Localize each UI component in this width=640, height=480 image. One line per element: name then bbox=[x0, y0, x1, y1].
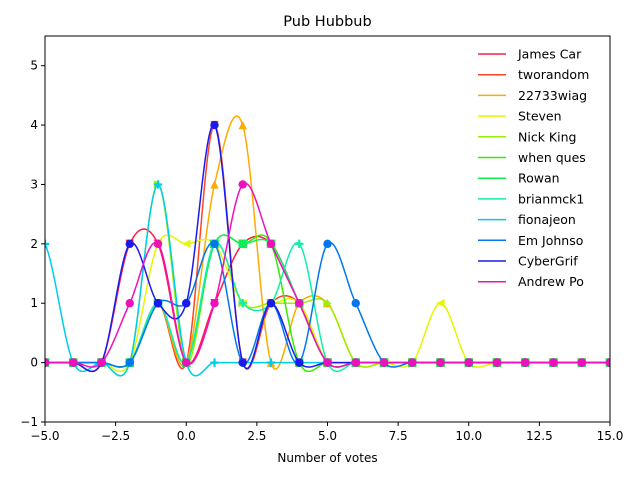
data-point bbox=[45, 239, 50, 249]
legend-label: Em Johnso bbox=[518, 233, 583, 248]
data-point bbox=[295, 299, 304, 308]
data-point bbox=[492, 358, 502, 367]
legend-label: CyberGrif bbox=[518, 254, 578, 269]
legend-label: James Car bbox=[517, 47, 582, 62]
y-tick-label: 1 bbox=[30, 296, 38, 310]
data-point bbox=[266, 299, 276, 308]
data-point bbox=[238, 120, 247, 130]
data-point bbox=[351, 358, 360, 367]
legend-label: Andrew Po bbox=[518, 274, 584, 289]
data-point bbox=[125, 358, 134, 367]
x-tick-label: −5.0 bbox=[30, 429, 59, 443]
data-point bbox=[153, 299, 163, 308]
data-point bbox=[323, 239, 332, 249]
data-point bbox=[464, 358, 473, 367]
data-point bbox=[577, 358, 586, 367]
data-point bbox=[351, 299, 360, 308]
data-point bbox=[323, 299, 332, 308]
x-tick-label: 0.0 bbox=[177, 429, 196, 443]
legend-label: Nick King bbox=[518, 129, 576, 144]
data-point bbox=[238, 180, 247, 189]
y-tick-label: 3 bbox=[30, 177, 38, 191]
series-layer bbox=[45, 115, 610, 377]
data-point bbox=[605, 358, 610, 367]
data-point bbox=[210, 239, 219, 249]
x-tick-label: −2.5 bbox=[101, 429, 130, 443]
legend-label: Rowan bbox=[518, 171, 560, 186]
y-tick-label: −1 bbox=[20, 415, 38, 429]
x-axis-label: Number of votes bbox=[277, 451, 377, 465]
data-point bbox=[210, 299, 219, 308]
legend: James Car tworandom 22733wiag Steven Nick Ki… bbox=[478, 47, 589, 289]
data-point bbox=[210, 120, 219, 130]
data-point bbox=[153, 180, 163, 189]
data-point bbox=[549, 358, 558, 367]
data-point bbox=[69, 358, 78, 367]
data-point bbox=[436, 299, 445, 308]
legend-label: tworandom bbox=[518, 67, 589, 82]
y-tick-label: 0 bbox=[30, 356, 38, 370]
chart-title: Pub Hubbub bbox=[283, 14, 371, 30]
data-point bbox=[436, 358, 445, 367]
data-point bbox=[182, 358, 191, 367]
data-point bbox=[125, 299, 134, 308]
plot-area bbox=[45, 36, 610, 422]
data-point bbox=[238, 239, 247, 249]
series-11 bbox=[45, 180, 610, 368]
data-point bbox=[182, 299, 191, 308]
x-tick-label: 2.5 bbox=[247, 429, 266, 443]
data-point bbox=[521, 358, 530, 367]
data-point bbox=[182, 239, 191, 249]
data-point bbox=[408, 358, 417, 367]
data-point bbox=[295, 239, 304, 249]
y-tick-label: 2 bbox=[30, 237, 38, 251]
x-tick-label: 5.0 bbox=[318, 429, 337, 443]
legend-label: Steven bbox=[518, 109, 562, 124]
y-tick-label: 4 bbox=[30, 118, 38, 132]
legend-label: brianmck1 bbox=[518, 191, 584, 206]
data-point bbox=[238, 358, 247, 367]
x-tick-label: 12.5 bbox=[526, 429, 553, 443]
y-tick-label: 5 bbox=[30, 59, 38, 73]
data-point bbox=[379, 358, 389, 367]
legend-label: 22733wiag bbox=[518, 88, 587, 103]
data-point bbox=[45, 358, 50, 367]
y-axis: −1 0 1 2 3 4 5 bbox=[20, 59, 45, 429]
data-point bbox=[295, 358, 304, 367]
data-point bbox=[266, 239, 276, 249]
legend-label: fionajeon bbox=[518, 212, 576, 227]
data-point bbox=[238, 299, 247, 308]
data-point bbox=[125, 239, 134, 249]
data-point bbox=[210, 358, 219, 367]
x-tick-label: 7.5 bbox=[389, 429, 408, 443]
data-point bbox=[97, 358, 106, 367]
x-axis: −5.0 −2.5 0.0 2.5 5.0 7.5 10.0 12.5 15.0 bbox=[30, 422, 623, 443]
data-point bbox=[210, 180, 219, 189]
data-point bbox=[266, 358, 276, 367]
data-point bbox=[323, 358, 332, 367]
legend-label: when ques bbox=[518, 150, 586, 165]
data-point bbox=[153, 239, 163, 249]
x-tick-label: 10.0 bbox=[455, 429, 482, 443]
x-tick-label: 15.0 bbox=[597, 429, 624, 443]
